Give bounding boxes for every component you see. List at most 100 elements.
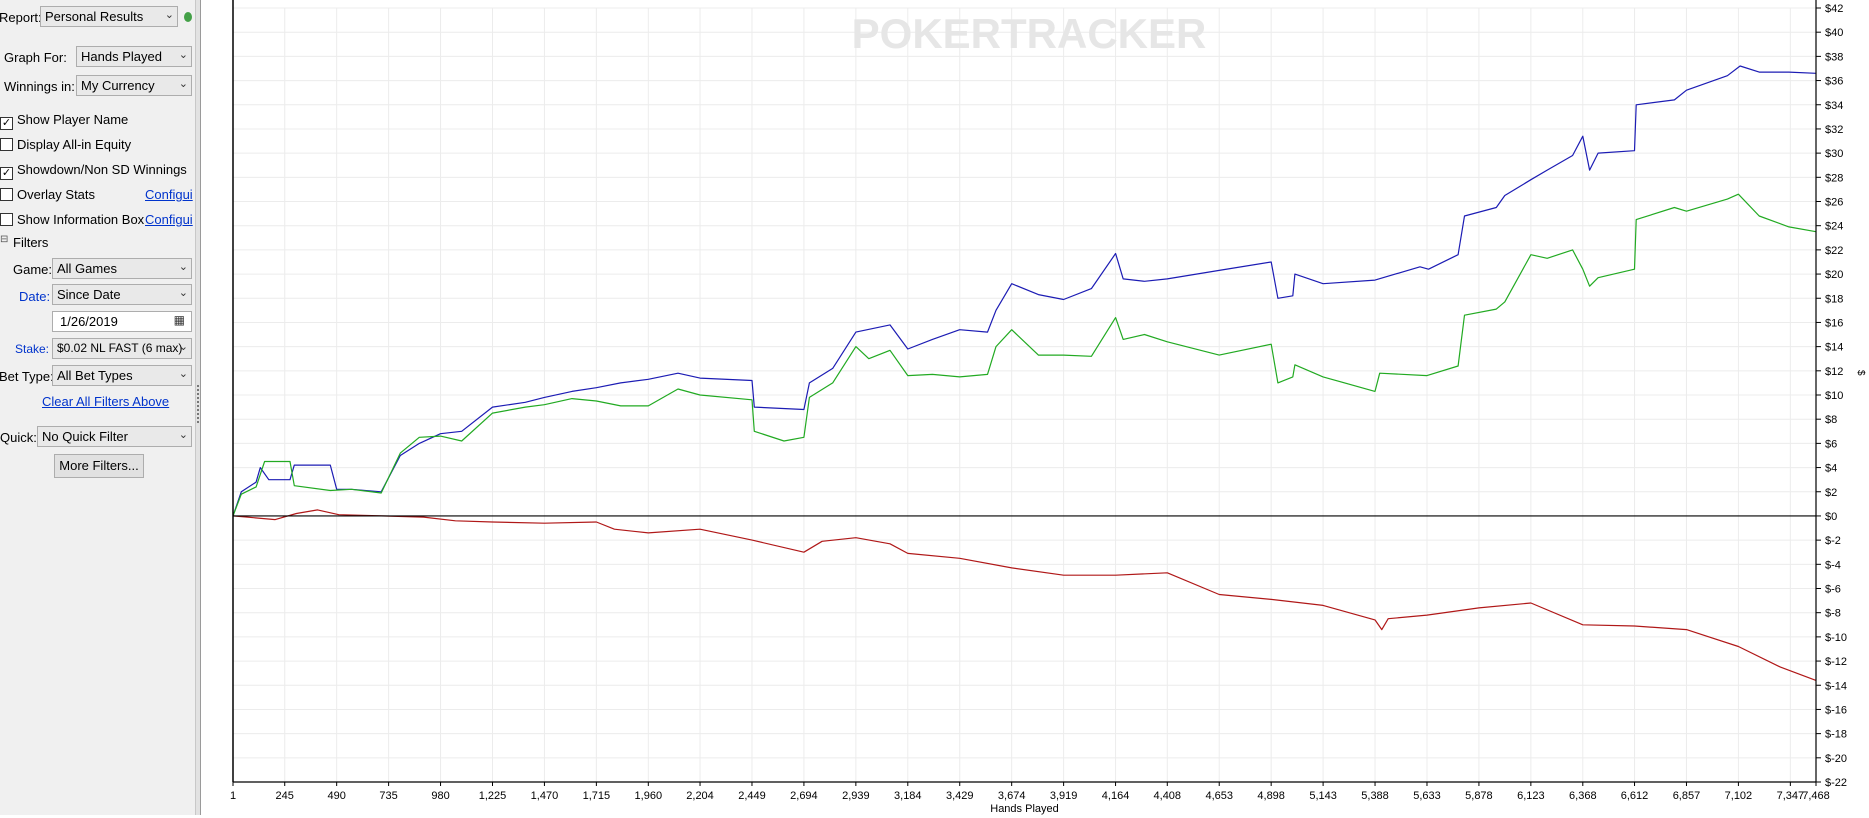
- y-axis-label: $: [1855, 370, 1866, 376]
- y-tick-label: $12: [1825, 366, 1843, 378]
- x-tick-label: 1,960: [635, 790, 663, 802]
- x-tick-label: 2,204: [686, 790, 714, 802]
- splitter-grip: [197, 385, 199, 425]
- x-tick-label: 1,225: [479, 790, 507, 802]
- y-tick-label: $22: [1825, 245, 1843, 257]
- y-tick-label: $-2: [1825, 535, 1841, 547]
- x-tick-label: 7,102: [1725, 790, 1753, 802]
- info-box-configure-link[interactable]: Configui: [145, 212, 193, 227]
- y-tick-label: $30: [1825, 148, 1843, 160]
- refresh-icon[interactable]: [184, 12, 192, 22]
- report-select[interactable]: Personal Results ⌄: [40, 6, 178, 27]
- x-tick-label: 4,653: [1205, 790, 1233, 802]
- y-tick-label: $6: [1825, 438, 1837, 450]
- filters-title: Filters: [13, 235, 49, 250]
- winnings-select[interactable]: My Currency ⌄: [76, 75, 192, 96]
- show-info-box-label: Show Information Box: [17, 212, 145, 227]
- winnings-select-value: My Currency: [81, 78, 155, 93]
- x-tick-label: 7,468: [1802, 790, 1830, 802]
- y-tick-label: $24: [1825, 221, 1843, 233]
- y-tick-label: $42: [1825, 3, 1843, 15]
- showdown-winnings-checkbox[interactable]: ✓ Showdown/Non SD Winnings: [0, 162, 187, 180]
- x-tick-label: 490: [327, 790, 345, 802]
- bet-type-select[interactable]: All Bet Types ⌄: [52, 365, 192, 386]
- y-tick-label: $-6: [1825, 584, 1841, 596]
- x-tick-label: 2,939: [842, 790, 870, 802]
- graph-for-select-value: Hands Played: [81, 49, 162, 64]
- y-tick-label: $32: [1825, 124, 1843, 136]
- clear-filters-link[interactable]: Clear All Filters Above: [42, 394, 170, 409]
- y-tick-label: $20: [1825, 269, 1843, 281]
- x-tick-label: 5,878: [1465, 790, 1493, 802]
- chevron-down-icon: ⌄: [178, 261, 188, 273]
- bet-type-select-value: All Bet Types: [57, 368, 133, 383]
- graph-area: POKERTRACKER $42 $40 $38 $36 $34 $32 $30 $28 $26…: [201, 0, 1869, 815]
- quick-filter-select[interactable]: No Quick Filter ⌄: [37, 426, 192, 447]
- checkbox-icon: ✓: [0, 167, 13, 180]
- chevron-down-icon: ⌄: [178, 429, 188, 441]
- x-tick-label: 7,347: [1777, 790, 1805, 802]
- x-tick-label: 3,674: [998, 790, 1026, 802]
- showdown-winnings-label: Showdown/Non SD Winnings: [17, 162, 187, 177]
- y-tick-label: $-4: [1825, 559, 1841, 571]
- y-tick-label: $18: [1825, 293, 1843, 305]
- series-line-2: [232, 193, 1817, 517]
- x-tick-label: 2,694: [790, 790, 818, 802]
- chevron-down-icon: ⌄: [178, 78, 188, 90]
- y-tick-label: $40: [1825, 27, 1843, 39]
- date-select[interactable]: Since Date ⌄: [52, 284, 192, 305]
- show-player-name-checkbox[interactable]: ✓ Show Player Name: [0, 112, 128, 130]
- collapse-icon[interactable]: ⊟: [0, 234, 9, 245]
- chart-grid: [232, 7, 1817, 783]
- y-tick-label: $8: [1825, 414, 1837, 426]
- panel-splitter[interactable]: [195, 0, 201, 815]
- y-tick-label: $-12: [1825, 656, 1847, 668]
- overlay-stats-checkbox[interactable]: Overlay Stats: [0, 187, 95, 202]
- x-tick-label: 1: [230, 790, 236, 802]
- display-allin-equity-checkbox[interactable]: Display All-in Equity: [0, 137, 131, 152]
- x-tick-label: 4,898: [1257, 790, 1285, 802]
- calendar-icon[interactable]: ▦: [173, 313, 185, 327]
- game-label: Game:: [13, 262, 53, 277]
- y-tick-label: $-22: [1825, 777, 1847, 789]
- y-tick-label: $38: [1825, 51, 1843, 63]
- x-tick-label: 245: [276, 790, 294, 802]
- chevron-down-icon: ⌄: [178, 49, 188, 61]
- graph-for-label: Graph For:: [4, 50, 67, 65]
- display-allin-equity-label: Display All-in Equity: [17, 137, 132, 152]
- checkbox-icon: ✓: [0, 117, 13, 130]
- x-tick-label: 4,164: [1102, 790, 1130, 802]
- y-tick-label: $26: [1825, 197, 1843, 209]
- overlay-stats-configure-link[interactable]: Configui: [145, 187, 193, 202]
- bet-type-label: Bet Type:: [0, 369, 54, 384]
- winnings-label: Winnings in:: [4, 79, 75, 94]
- game-select-value: All Games: [57, 261, 117, 276]
- chevron-down-icon: ⌄: [178, 287, 188, 299]
- game-select[interactable]: All Games ⌄: [52, 258, 192, 279]
- date-select-value: Since Date: [57, 287, 121, 302]
- y-tick-label: $4: [1825, 463, 1837, 475]
- x-tick-label: 6,857: [1673, 790, 1701, 802]
- show-info-box-checkbox[interactable]: Show Information Box: [0, 212, 144, 227]
- x-tick-label: 3,919: [1050, 790, 1078, 802]
- date-input[interactable]: 1/26/2019 ▦: [52, 311, 192, 332]
- more-filters-button[interactable]: More Filters...: [54, 454, 144, 478]
- checkbox-icon: [0, 213, 13, 226]
- x-tick-label: 980: [431, 790, 449, 802]
- x-tick-label: 5,143: [1309, 790, 1337, 802]
- chevron-down-icon: ⌄: [164, 9, 174, 21]
- y-tick-label: $-18: [1825, 729, 1847, 741]
- x-tick-label: 2,449: [738, 790, 766, 802]
- graph-for-select[interactable]: Hands Played ⌄: [76, 46, 192, 67]
- x-tick-label: 3,184: [894, 790, 922, 802]
- date-label: Date:: [19, 289, 51, 304]
- x-tick-label: 6,368: [1569, 790, 1597, 802]
- overlay-stats-label: Overlay Stats: [17, 187, 96, 202]
- y-tick-label: $-16: [1825, 704, 1847, 716]
- show-player-name-label: Show Player Name: [17, 112, 129, 127]
- y-tick-label: $-20: [1825, 753, 1847, 765]
- y-tick-label: $-8: [1825, 608, 1841, 620]
- stake-select[interactable]: $0.02 NL FAST (6 max) ⌄: [52, 338, 192, 359]
- y-tick-label: $2: [1825, 487, 1837, 499]
- y-tick-label: $10: [1825, 390, 1843, 402]
